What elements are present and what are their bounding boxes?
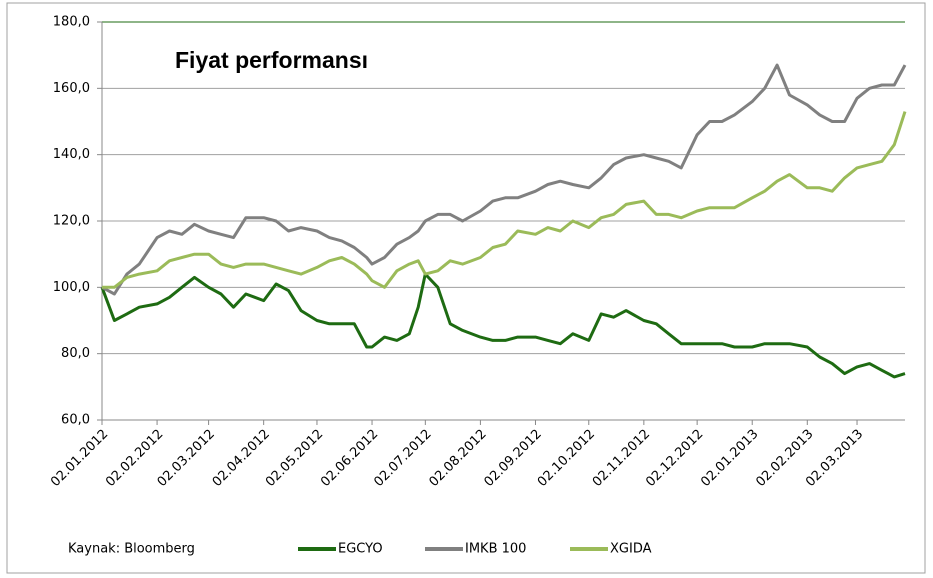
legend-label: EGCYO <box>338 542 383 557</box>
source: Kaynak: Bloomberg <box>68 542 195 557</box>
y-tick-label: 180,0 <box>53 15 90 30</box>
frame <box>6 2 926 574</box>
y-tick-label: 80,0 <box>61 346 90 361</box>
series-line <box>102 111 907 289</box>
y-tick-label: 100,0 <box>53 280 90 295</box>
x-tick-label: 02.05.2012 <box>263 427 326 490</box>
y-tick-label: 140,0 <box>53 147 90 162</box>
x-tick-label: 02.08.2012 <box>426 427 489 490</box>
legend-label: IMKB 100 <box>465 542 526 557</box>
x-tick-label: 02.07.2012 <box>371 427 434 490</box>
y-tick-label: 120,0 <box>53 214 90 229</box>
y-tick-label: 60,0 <box>61 413 90 428</box>
x-tick-label: 02.01.2012 <box>48 427 111 490</box>
series-line <box>101 63 907 296</box>
x-tick-label: 02.01.2013 <box>698 427 761 490</box>
series-line <box>100 272 906 379</box>
x-tick-label: 02.10.2012 <box>535 427 598 490</box>
chart-title: Fiyat performansı <box>175 47 368 73</box>
legend-label: XGIDA <box>610 542 652 557</box>
x-tick-label: 02.12.2012 <box>643 427 706 490</box>
y-tick-label: 160,0 <box>53 81 90 96</box>
